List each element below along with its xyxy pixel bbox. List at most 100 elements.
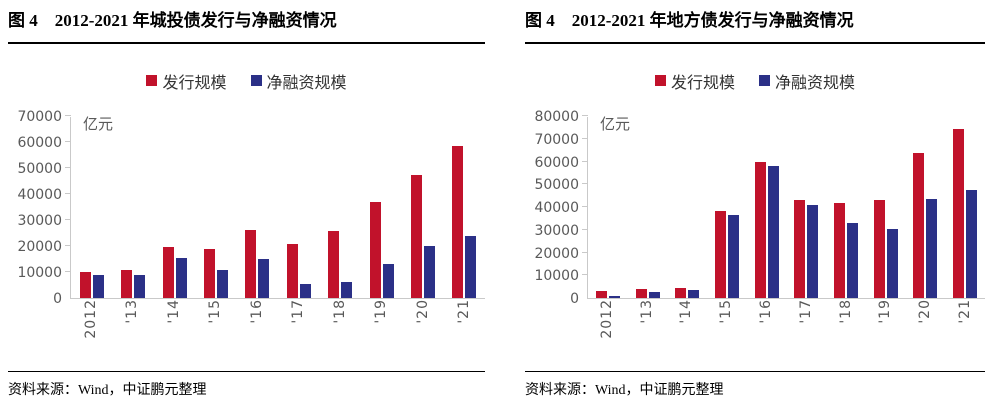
y-tick-mark [582,274,588,276]
bar-series1-13 [134,275,146,298]
x-label-slot: '20 [905,299,945,353]
bar-group-20 [906,152,946,298]
chart-area: 0 10000 20000 30000 40000 50000 60000 70000 亿元 [8,110,485,306]
x-axis-label: '18 [331,299,348,324]
y-tick-mark [65,141,71,142]
legend-swatch-net-financing [250,75,262,86]
bar-group-17 [787,199,827,298]
bar-series1-19 [382,263,394,298]
bar-series0-21 [953,129,965,298]
legend-label-issuance: 发行规模 [162,72,227,92]
bar-group-2012 [71,272,112,298]
y-tick-label: 10000 [534,268,579,285]
y-tick-label: 80000 [534,109,579,125]
y-tick-label: 40000 [534,200,579,216]
legend: 发行规模 净融资规模 [8,69,485,93]
bar-series0-14 [675,288,687,298]
x-label-slot: '19 [866,299,906,353]
x-label-slot: 2012 [70,299,112,353]
source-note: 资料来源：Wind，中证鹏元整理 [525,383,724,398]
legend: 发行规模 净融资规模 [525,70,985,92]
legend-swatch-net-financing [759,75,770,86]
x-label-slot: '21 [444,299,486,353]
title-rule [8,42,485,44]
x-axis-label: 2012 [598,299,615,339]
bar-series1-2012 [92,274,104,298]
bar-series1-17 [299,283,311,298]
x-label-slot: '19 [361,299,403,353]
bar-series0-20 [913,152,925,298]
bar-series1-17 [807,205,819,298]
bar-series0-18 [834,203,846,298]
bar-group-21 [444,146,485,298]
y-tick-label: 70000 [534,131,579,148]
x-label-slot: '20 [402,299,444,353]
plot-area: 亿元 [65,115,485,299]
y-tick-label: 0 [53,291,62,307]
bar-series0-14 [162,246,174,298]
bar-series1-21 [966,189,978,298]
y-tick-label: 30000 [17,213,62,229]
x-label-slot: '13 [112,299,154,353]
bar-series1-2012 [608,296,620,298]
bar-series1-20 [926,199,938,298]
bar-group-20 [402,174,443,298]
x-label-slot: '17 [278,299,320,353]
y-tick-label: 50000 [17,161,62,177]
y-unit-label: 亿元 [83,115,114,133]
bar-series1-18 [341,282,353,298]
legend-swatch-issuance [654,75,666,86]
bar-group-19 [866,199,906,298]
figure-title: 图 4 2012-2021 年地方债发行与净融资情况 [525,11,854,30]
x-axis-label: 2012 [82,299,99,339]
bar-group-17 [278,244,319,298]
bar-series0-21 [452,146,464,298]
x-axis-label: '14 [165,299,182,324]
bar-chart-local-gov: 0 10000 20000 30000 40000 50000 60000 70000 8000… [525,110,985,353]
x-axis-label: '15 [718,299,735,324]
x-label-slot: '13 [627,299,667,353]
bar-series1-13 [648,292,660,298]
x-axis-label: '16 [758,299,775,324]
x-axis-label: '20 [917,299,934,324]
x-axis-labels: 2012 '13 '14 '15 '16 '17 '18 '19 '20 '21 [70,299,485,353]
y-tick-label: 50000 [534,177,579,194]
x-axis-label: '18 [837,299,854,324]
source-rule [8,371,485,372]
figure-title: 图 4 2012-2021 年城投债发行与净融资情况 [8,11,337,30]
y-tick-mark [582,251,588,253]
legend-item-issuance: 发行规模 [146,69,227,93]
bar-group-15 [707,210,747,298]
y-tick-label: 0 [570,291,579,307]
y-tick-mark [582,137,588,139]
bar-series0-17 [286,244,298,298]
bar-series1-21 [465,235,477,298]
y-tick-mark [65,219,71,220]
y-tick-label: 20000 [17,239,62,255]
x-label-slot: '17 [786,299,826,353]
y-tick-label: 20000 [534,245,579,262]
bar-series0-2012 [79,272,91,298]
y-tick-label: 60000 [17,135,62,151]
bar-series0-13 [121,270,133,298]
x-axis-label: '16 [248,299,265,324]
bar-group-18 [826,203,866,298]
y-tick-mark [582,115,588,116]
bar-group-14 [667,288,707,298]
x-axis-label: '19 [877,299,894,324]
bar-series1-16 [258,259,270,298]
bar-series0-13 [635,289,647,298]
bar-series1-15 [727,215,739,298]
bar-series0-18 [328,231,340,298]
y-tick-label: 10000 [17,265,62,281]
bar-series0-16 [245,229,257,298]
legend-label-issuance: 发行规模 [670,72,735,92]
x-axis-label: '13 [124,299,141,324]
bar-series0-19 [873,199,885,298]
title-rule [525,42,985,44]
bar-series0-20 [410,174,422,298]
plot-area: 亿元 [582,115,985,299]
x-axis-label: '14 [678,299,695,324]
chart-area: 0 10000 20000 30000 40000 50000 60000 70000 8000… [525,110,985,306]
panel-chengtou-bonds: 图 4 2012-2021 年城投债发行与净融资情况 发行规模 净融资规模 0 1… [0,0,499,415]
